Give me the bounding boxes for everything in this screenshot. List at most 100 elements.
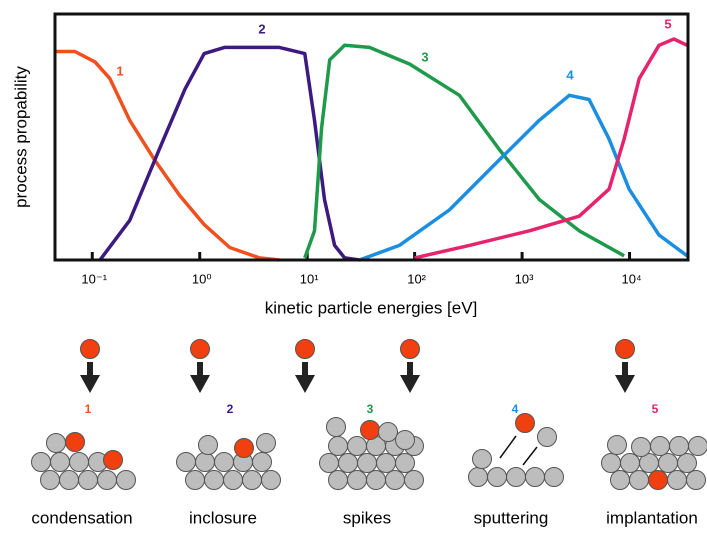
x-tick-label: 10¹ bbox=[300, 271, 319, 286]
atom bbox=[327, 418, 346, 437]
arrow bbox=[400, 362, 420, 393]
atom bbox=[473, 450, 492, 469]
atom bbox=[348, 471, 367, 490]
arrow bbox=[295, 362, 315, 393]
process-number: 4 bbox=[512, 402, 519, 416]
atom bbox=[396, 431, 415, 450]
process-number: 1 bbox=[85, 402, 92, 416]
arrow bbox=[80, 362, 100, 393]
particle bbox=[81, 340, 100, 359]
atom bbox=[329, 471, 348, 490]
ejection-arrow bbox=[523, 447, 537, 465]
curve-label: 4 bbox=[566, 67, 574, 82]
atom bbox=[545, 468, 564, 487]
curve-label: 2 bbox=[258, 21, 265, 36]
atom bbox=[670, 437, 689, 456]
atom bbox=[538, 428, 557, 447]
process-label: implantation bbox=[606, 508, 698, 527]
atom bbox=[98, 471, 117, 490]
particle bbox=[616, 340, 635, 359]
particle bbox=[296, 340, 315, 359]
arrow bbox=[190, 362, 210, 393]
atom bbox=[611, 471, 630, 490]
atom bbox=[348, 437, 367, 456]
atom bbox=[205, 471, 224, 490]
atom bbox=[377, 454, 396, 473]
atom bbox=[339, 454, 358, 473]
atom bbox=[668, 471, 687, 490]
atom bbox=[329, 437, 348, 456]
atom bbox=[199, 436, 218, 455]
arrow bbox=[615, 362, 635, 393]
particle bbox=[66, 433, 85, 452]
plot-frame bbox=[55, 14, 688, 260]
particle bbox=[104, 451, 123, 470]
atom bbox=[358, 454, 377, 473]
particle bbox=[191, 340, 210, 359]
particle bbox=[401, 340, 420, 359]
atom bbox=[630, 471, 649, 490]
x-tick-label: 10⁰ bbox=[192, 271, 212, 286]
curve bbox=[305, 45, 624, 258]
atom bbox=[608, 436, 627, 455]
particle bbox=[649, 471, 668, 490]
atom bbox=[186, 471, 205, 490]
particle bbox=[235, 439, 254, 458]
atom bbox=[257, 434, 276, 453]
figure: process propability kinetic particle ene… bbox=[0, 0, 707, 530]
atom bbox=[41, 471, 60, 490]
atom bbox=[689, 437, 707, 456]
curve-label: 5 bbox=[664, 16, 671, 31]
atom bbox=[224, 471, 243, 490]
atom bbox=[196, 453, 215, 472]
particle bbox=[516, 414, 535, 433]
curve bbox=[55, 52, 279, 261]
process-label: spikes bbox=[343, 508, 391, 527]
atom bbox=[320, 454, 339, 473]
atom bbox=[659, 454, 678, 473]
atom bbox=[262, 471, 281, 490]
atom bbox=[621, 454, 640, 473]
curve bbox=[415, 39, 687, 258]
curve-label: 3 bbox=[421, 49, 428, 64]
particle bbox=[361, 421, 380, 440]
atom bbox=[367, 471, 386, 490]
ejection-arrow bbox=[500, 436, 516, 458]
atom bbox=[51, 453, 70, 472]
y-axis-label: process propability bbox=[11, 66, 30, 208]
atom bbox=[79, 471, 98, 490]
atom bbox=[507, 468, 526, 487]
atom bbox=[526, 468, 545, 487]
atom bbox=[253, 453, 272, 472]
atom bbox=[60, 471, 79, 490]
x-tick-label: 10⁴ bbox=[622, 271, 642, 286]
atom bbox=[117, 471, 136, 490]
atom bbox=[488, 468, 507, 487]
x-tick-label: 10³ bbox=[515, 271, 534, 286]
atom bbox=[379, 423, 398, 442]
atom bbox=[687, 471, 706, 490]
atom bbox=[70, 453, 89, 472]
atom bbox=[386, 471, 405, 490]
atom bbox=[469, 468, 488, 487]
atom bbox=[177, 453, 196, 472]
x-tick-label: 10⁻¹ bbox=[81, 271, 107, 286]
process-number: 3 bbox=[367, 402, 374, 416]
atom bbox=[396, 454, 415, 473]
curve-label: 1 bbox=[116, 63, 123, 78]
atom bbox=[243, 471, 262, 490]
atom bbox=[215, 453, 234, 472]
atom bbox=[632, 438, 651, 457]
process-label: sputtering bbox=[474, 508, 549, 527]
atom bbox=[651, 437, 670, 456]
x-axis-label: kinetic particle energies [eV] bbox=[265, 298, 478, 317]
process-label: condensation bbox=[31, 508, 132, 527]
process-number: 5 bbox=[652, 402, 659, 416]
atom bbox=[678, 454, 697, 473]
atom bbox=[602, 454, 621, 473]
process-number: 2 bbox=[227, 402, 234, 416]
process-label: inclosure bbox=[189, 508, 257, 527]
atom bbox=[32, 453, 51, 472]
atom bbox=[47, 434, 66, 453]
